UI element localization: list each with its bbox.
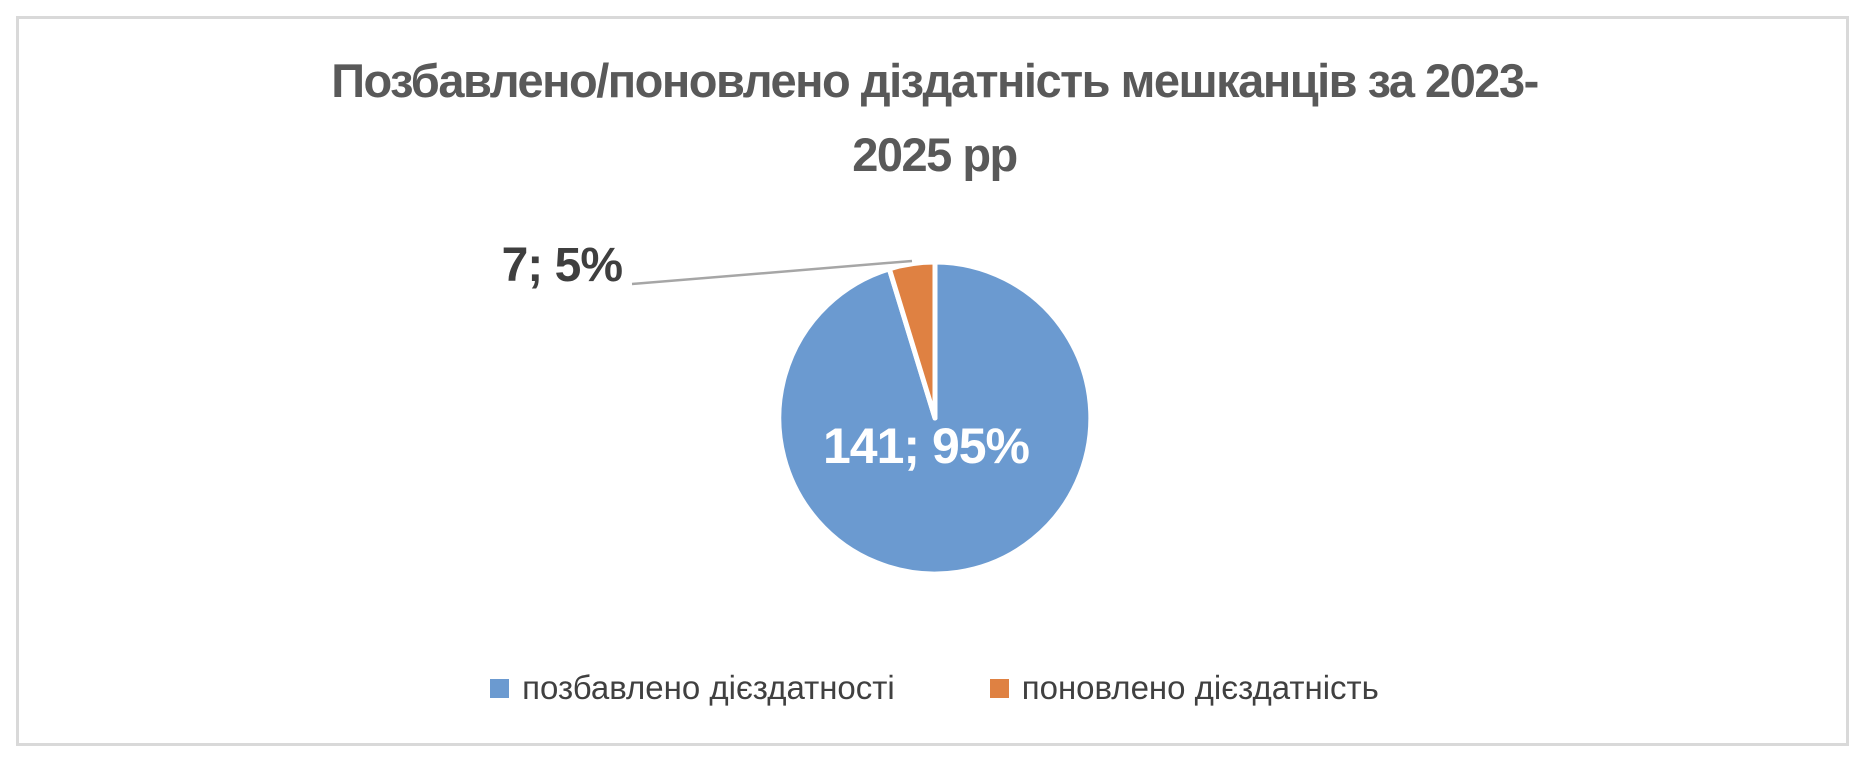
legend-swatch-blue-icon xyxy=(490,678,510,698)
leader-line xyxy=(631,259,913,286)
pie-slice-restored xyxy=(886,259,938,421)
legend-item-restored: поновлено дієздатність xyxy=(989,668,1379,708)
legend-label-restored: поновлено дієздатність xyxy=(1021,669,1379,706)
legend-swatch-orange-icon xyxy=(989,678,1009,698)
chart-title-line2: 2025 рр xyxy=(852,128,1018,181)
chart-title-line1: Позбавлено/поновлено діздатність мешканц… xyxy=(331,54,1539,107)
chart-title: Позбавлено/поновлено діздатність мешканц… xyxy=(0,44,1869,192)
legend-item-deprived: позбавлено дієздатності xyxy=(490,668,895,708)
data-label-minority-slice: 7; 5% xyxy=(501,239,623,292)
legend-label-deprived: позбавлено дієздатності xyxy=(522,669,895,706)
data-label-majority-slice: 141; 95% xyxy=(822,418,1030,474)
chart-legend: позбавлено дієздатності поновлено дієзда… xyxy=(0,668,1869,708)
